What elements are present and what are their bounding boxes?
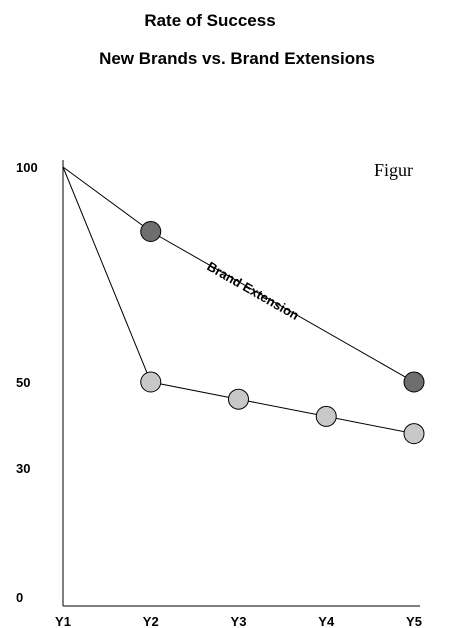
brand-extension-label: Brand Extension: [204, 259, 301, 323]
data-point: [403, 423, 425, 445]
data-point: [315, 405, 337, 427]
x-tick-label: Y3: [231, 614, 247, 628]
x-tick-labels: Y1 Y2 Y3 Y4 Y5: [55, 614, 422, 628]
x-tick-label: Y5: [406, 614, 422, 628]
x-tick-label: Y2: [143, 614, 159, 628]
chart-title-line2: New Brands vs. Brand Extensions: [99, 49, 375, 68]
data-point: [140, 221, 162, 242]
x-tick-label: Y1: [55, 614, 71, 628]
y-tick-label: 30: [16, 461, 30, 476]
y-tick-label: 0: [16, 590, 23, 605]
y-tick-label: 100: [16, 160, 38, 175]
data-point: [403, 371, 425, 393]
y-tick-label: 50: [16, 375, 30, 390]
series-markers: [140, 221, 425, 445]
x-tick-label: Y4: [318, 614, 335, 628]
y-tick-labels: 100 50 30 0: [16, 160, 38, 605]
data-point: [228, 388, 249, 410]
data-point: [140, 371, 162, 393]
figure-label: Figur: [374, 160, 413, 180]
chart-title-line1: Rate of Success: [144, 11, 275, 30]
